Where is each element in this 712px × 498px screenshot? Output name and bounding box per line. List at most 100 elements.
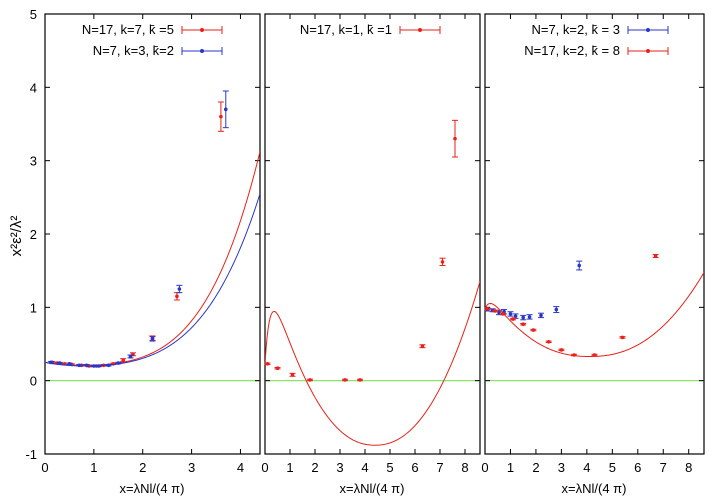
panel-3-x-axis-label: x=λNl/(4 π): [562, 481, 627, 496]
panel-2-legend-label-1: N=17, k=1, k̄ =1: [300, 22, 392, 37]
data-point: [653, 254, 658, 258]
y-tick-label: 0: [30, 374, 37, 389]
x-tick-label: 3: [188, 460, 195, 475]
data-point: [508, 312, 513, 316]
x-tick-label: 2: [311, 460, 318, 475]
panel-3: 0 1 2 3 4 5 6 7 8 x=λNl/(4 π) N=7, k=2, k̄ = 3 N…: [481, 13, 705, 496]
panel-1-legend: N=17, k=7, k̄ =5 N=7, k=3, k̄=2: [82, 22, 223, 58]
x-tick-label: 2: [139, 460, 146, 475]
x-tick-label: 6: [411, 460, 418, 475]
data-point: [511, 317, 515, 321]
panel-2-marks: 0 1 2 3 4 5 6 7 8: [261, 13, 480, 475]
panel-1-frame: [44, 13, 261, 455]
data-point: [290, 373, 295, 377]
panel-1: 0 1 2 3 4 x=λNl/(4 π) N=17, k=7, k̄ =5 N=7, …: [41, 13, 261, 496]
data-point: [150, 337, 155, 341]
y-tick-label: 5: [30, 7, 37, 22]
panel-1-legend-label-1: N=17, k=7, k̄ =5: [82, 22, 174, 37]
data-point: [620, 335, 625, 340]
panel-2-legend: N=17, k=1, k̄ =1: [300, 22, 441, 37]
fit-curve: [265, 281, 480, 446]
data-point: [539, 313, 543, 318]
y-tick-label: 1: [30, 300, 37, 315]
data-point: [177, 287, 182, 291]
data-point: [546, 340, 551, 344]
legend-marker: [418, 28, 422, 32]
data-point: [420, 344, 425, 349]
data-point: [485, 307, 490, 311]
data-point: [497, 310, 501, 315]
data-point: [265, 362, 270, 366]
x-tick-label: 8: [685, 460, 692, 475]
x-tick-label: 7: [660, 460, 667, 475]
x-tick-label: 3: [336, 460, 343, 475]
data-point: [121, 358, 125, 362]
data-point: [521, 315, 525, 320]
legend-marker: [200, 49, 204, 53]
data-point: [116, 361, 121, 365]
x-tick-label: 7: [436, 460, 443, 475]
data-point: [527, 315, 532, 319]
data-point: [106, 363, 111, 368]
data-point: [513, 314, 518, 318]
x-tick-label: 5: [609, 460, 616, 475]
x-tick-label: 2: [532, 460, 539, 475]
data-point: [128, 354, 133, 359]
panel-1-marks: 0 1 2 3 4: [41, 13, 260, 475]
panel-2: 0 1 2 3 4 5 6 7 8 x=λNl/(4 π) N=17, k=1, k̄ =1: [261, 13, 481, 496]
panel-2-frame: [264, 13, 481, 455]
x-tick-label: 4: [361, 460, 368, 475]
data-point: [308, 378, 312, 382]
data-point: [67, 362, 72, 366]
x-tick-label: 3: [558, 460, 565, 475]
y-tick-label: 4: [30, 80, 37, 95]
panel-3-marks: 0 1 2 3 4 5 6 7 8: [481, 13, 704, 475]
panel-2-x-axis-label: x=λNl/(4 π): [340, 481, 405, 496]
x-tick-label: 6: [634, 460, 641, 475]
legend-marker: [200, 28, 204, 32]
x-tick-label: 1: [286, 460, 293, 475]
x-tick-label: 5: [386, 460, 393, 475]
x-tick-label: 1: [507, 460, 514, 475]
data-point: [559, 348, 564, 352]
y-axis-label: x²ε²/λ²: [8, 216, 25, 257]
x-tick-label: 4: [583, 460, 590, 475]
data-point: [577, 263, 582, 268]
data-point: [223, 107, 228, 112]
data-point: [219, 114, 223, 119]
data-point: [554, 307, 559, 312]
x-tick-label: 0: [481, 460, 488, 475]
x-tick-label: 8: [461, 460, 468, 475]
data-point: [440, 260, 445, 264]
data-point: [343, 378, 347, 382]
x-tick-label: 0: [261, 460, 268, 475]
data-point: [358, 378, 362, 382]
data-point: [49, 360, 53, 365]
data-point: [57, 361, 62, 365]
data-point: [77, 363, 82, 368]
y-tick-labels: -1 0 1 2 3 4 5: [25, 7, 37, 462]
data-point: [92, 364, 96, 368]
data-point: [175, 294, 179, 299]
data-point: [521, 322, 525, 327]
data-point: [96, 364, 101, 368]
data-point: [531, 328, 536, 332]
x-tick-label: 0: [41, 460, 48, 475]
legend-marker: [646, 49, 650, 53]
panel-1-x-axis-label: x=λNl/(4 π): [120, 481, 185, 496]
panel-1-legend-label-2: N=7, k=3, k̄=2: [93, 43, 174, 58]
panel-3-legend-label-2: N=17, k=2, k̄ = 8: [524, 43, 620, 58]
data-point: [275, 366, 280, 371]
y-tick-label: 2: [30, 227, 37, 242]
fit-curve: [45, 151, 260, 366]
x-tick-label: 4: [237, 460, 244, 475]
legend-marker: [646, 28, 650, 32]
y-tick-label: 3: [30, 154, 37, 169]
data-point: [501, 312, 505, 316]
data-point: [592, 353, 597, 357]
panel-3-legend-label-1: N=7, k=2, k̄ = 3: [531, 22, 620, 37]
x-tick-label: 1: [90, 460, 97, 475]
data-point: [84, 363, 89, 368]
fit-curve: [485, 272, 704, 357]
